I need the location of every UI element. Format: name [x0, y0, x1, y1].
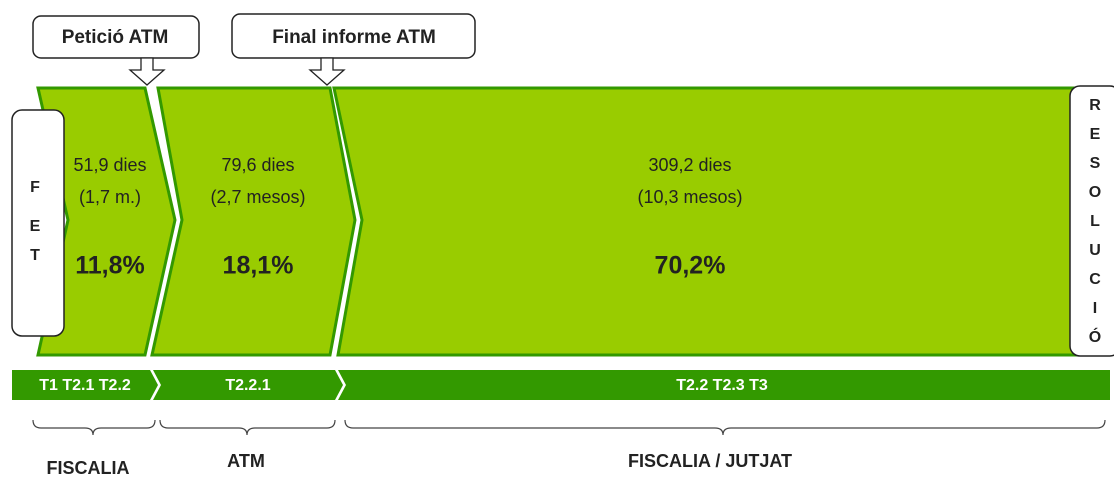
- phase-days: 309,2 dies: [648, 155, 731, 175]
- phase-days: 51,9 dies: [73, 155, 146, 175]
- end-letter: O: [1089, 184, 1101, 201]
- end-letter: U: [1089, 242, 1101, 259]
- step-label: T1 T2.1 T2.2: [39, 377, 131, 394]
- step-label: T2.2 T2.3 T3: [676, 377, 768, 394]
- callout-label: Final informe ATM: [272, 27, 436, 48]
- callout-box: [32, 15, 200, 59]
- callout-label: Petició ATM: [62, 27, 169, 48]
- step-segment: [153, 370, 343, 400]
- start-letter: F: [30, 179, 40, 196]
- brace: [32, 419, 156, 436]
- group-label: FISCALIA / JUTJAT: [628, 451, 792, 471]
- phase-share: 18,1%: [223, 252, 294, 280]
- end-letter: Ó: [1089, 327, 1101, 346]
- end-letter: C: [1089, 271, 1101, 288]
- texts: Petició ATM Final informe ATMFETRESOLUCIÓ…: [30, 27, 1102, 478]
- phase-days: 79,6 dies: [221, 155, 294, 175]
- end-letter: I: [1093, 300, 1097, 317]
- braces: [32, 419, 1106, 436]
- phase-share: 11,8%: [75, 252, 145, 280]
- step-segment: [12, 370, 158, 400]
- start-letter: T: [30, 247, 40, 264]
- step-bar: [12, 370, 1110, 400]
- group-label: FISCALIA: [47, 458, 130, 478]
- chevron: [150, 86, 357, 357]
- start-box: [11, 109, 65, 337]
- arrow: [308, 57, 346, 86]
- brace: [159, 419, 336, 436]
- end-letter: R: [1089, 97, 1101, 114]
- phase-share: 70,2%: [655, 252, 726, 280]
- step-segment: [338, 370, 1110, 400]
- phase-period: (2,7 mesos): [210, 187, 305, 207]
- brace: [344, 419, 1106, 436]
- start-letter: E: [30, 218, 41, 235]
- arrow: [128, 57, 166, 86]
- end-letter: S: [1090, 155, 1101, 172]
- end-box: [1069, 85, 1114, 357]
- chevron: [332, 86, 1107, 357]
- end-letter: E: [1090, 126, 1101, 143]
- callout-box: [231, 13, 476, 59]
- chevron: [36, 86, 177, 357]
- end-letter: L: [1090, 213, 1100, 230]
- phase-period: (10,3 mesos): [637, 187, 742, 207]
- step-label: T2.2.1: [225, 377, 270, 394]
- chevrons: [36, 86, 1107, 357]
- group-label: ATM: [227, 451, 265, 471]
- phase-period: (1,7 m.): [79, 187, 141, 207]
